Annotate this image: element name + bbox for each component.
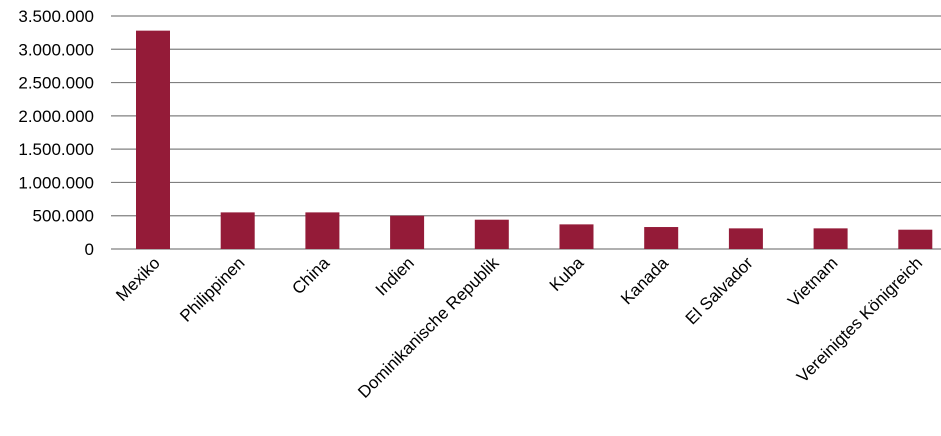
x-category-label: China: [288, 253, 333, 298]
x-category-label: Indien: [372, 253, 418, 299]
y-tick-label: 3.000.000: [18, 40, 94, 59]
x-category-label: El Salvador: [682, 253, 757, 328]
y-tick-label: 500.000: [33, 207, 94, 226]
y-axis-tick-labels: 0 500.000 1.000.000 1.500.000 2.000.000 2.500…: [18, 7, 94, 259]
y-tick-label: 3.500.000: [18, 7, 94, 26]
x-axis-category-labels: Mexiko Philippinen China IndienDominikanisc…: [112, 253, 926, 402]
bars: [136, 30, 933, 249]
bar: [898, 229, 933, 249]
y-tick-label: 2.500.000: [18, 74, 94, 93]
y-tick-label: 1.500.000: [18, 140, 94, 159]
bar: [136, 30, 170, 249]
bar: [813, 228, 848, 249]
x-category-label: Kanada: [617, 253, 672, 308]
bar: [220, 212, 255, 249]
y-tick-label: 1.000.000: [18, 173, 94, 192]
bar: [390, 215, 425, 249]
y-tick-label: 0: [85, 240, 94, 259]
bar: [474, 219, 509, 249]
y-tick-label: 2.000.000: [18, 107, 94, 126]
x-category-label: Kuba: [546, 253, 588, 295]
bar: [559, 224, 594, 249]
bar: [728, 228, 763, 249]
x-category-label: Vietnam: [784, 253, 841, 310]
x-category-label: Mexiko: [112, 253, 164, 305]
bar: [305, 212, 340, 249]
bar: [644, 227, 679, 249]
x-category-label: Philippinen: [176, 253, 248, 325]
x-category-label: Dominikanische Republik: [354, 253, 503, 402]
